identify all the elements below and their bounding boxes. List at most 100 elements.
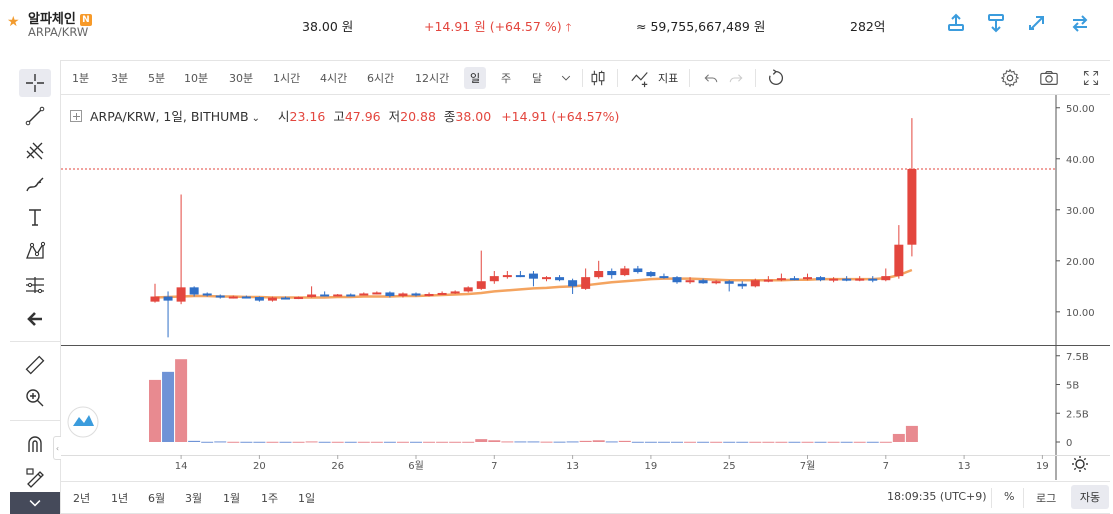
volume-bar [227,441,240,443]
range-1y[interactable]: 1년 [111,492,129,505]
text-tool-icon[interactable] [19,203,51,231]
timeframe-1m[interactable]: 1분 [72,72,90,85]
expand-toolbar-button[interactable] [10,492,60,514]
settings-gear-icon[interactable] [999,67,1021,89]
symbol-title[interactable]: ARPA/KRW, 1일, BITHUMB [90,109,249,124]
lock-drawing-icon[interactable] [19,463,51,491]
candlestick-type-icon[interactable] [587,67,609,89]
high-value: 47.96 [344,109,381,124]
candle-body [868,278,878,281]
brush-icon[interactable] [19,170,51,198]
redo-icon[interactable] [725,67,747,89]
candle [803,273,812,281]
timeframe-6h[interactable]: 6시간 [367,72,395,85]
range-2y[interactable]: 2년 [73,492,91,505]
candle-body [633,268,643,273]
range-6m[interactable]: 6월 [148,492,166,505]
indicator-icon[interactable] [629,67,651,89]
volume-bar [710,441,723,443]
volume-tick-label: 7.5B [1066,352,1089,363]
expand-legend-icon[interactable] [70,110,82,122]
swap-icon[interactable] [1069,12,1091,34]
volume-bar [370,441,383,443]
volume-bar [788,441,801,443]
axis-settings-core [1075,459,1085,469]
range-1w[interactable]: 1주 [261,492,279,505]
pattern-icon[interactable] [19,237,51,265]
chevron-down-icon[interactable]: ⌄ [251,113,261,124]
volume-bar [684,441,697,443]
candle [894,225,904,279]
candle-body [907,168,917,245]
axis-settings-ray [1073,467,1077,471]
candle [816,276,826,282]
favorite-star-icon[interactable]: ★ [7,14,20,30]
log-toggle[interactable]: 로그 [1036,492,1057,505]
auto-scale-toggle[interactable]: 자동 [1071,485,1109,509]
candle-body [607,271,617,276]
ruler-icon[interactable] [19,351,51,379]
reset-chart-icon[interactable] [765,67,787,89]
range-3m[interactable]: 3월 [185,492,203,505]
fullscreen-icon[interactable] [1080,67,1102,89]
axis-settings-ray [1083,457,1087,461]
coin-name: 알파체인 N [28,8,92,27]
measure-lines-icon[interactable] [19,271,51,299]
price-chart[interactable]: 50.00 40.00 30.00 20.00 10.00 7.5B 5B 2.5B 0 14 20… [61,95,1110,481]
timeframe-week[interactable]: 주 [501,72,512,85]
range-1m[interactable]: 1월 [223,492,241,505]
indicator-label[interactable]: 지표 [658,72,679,85]
candle [502,271,512,279]
timeframe-10m[interactable]: 10분 [184,72,209,85]
chevron-down-icon[interactable] [555,67,577,89]
timeframe-3m[interactable]: 3분 [111,72,129,85]
candle-body [333,294,343,297]
trade-volume: ≈ 59,755,667,489 원 [636,19,766,34]
volume-bar [801,441,814,443]
volume-bar [553,441,566,443]
candle [620,265,630,277]
transfer-icon[interactable] [1026,12,1048,34]
clock-time[interactable]: 18:09:35 (UTC+9) [887,490,987,503]
zoom-in-icon[interactable] [19,384,51,412]
range-1d[interactable]: 1일 [298,492,316,505]
crosshair-icon[interactable] [19,69,51,97]
candle-body [189,287,199,295]
candle [424,292,434,297]
volume-bar [605,441,618,443]
collapse-toolbar-handle[interactable]: ‹ [53,436,61,460]
timeframe-day[interactable]: 일 [464,67,487,89]
volume-bar [592,440,605,442]
legend-change: +14.91 (+64.57%) [501,109,620,124]
candle [294,296,304,300]
price-tick-label: 40.00 [1066,155,1095,166]
candle [385,291,395,298]
timeframe-1h[interactable]: 1시간 [273,72,301,85]
volume-bar [566,441,579,443]
camera-icon[interactable] [1038,67,1060,89]
range-bar: 2년 1년 6월 3월 1월 1주 1일 18:09:35 (UTC+9) % … [61,481,1110,514]
timeframe-12h[interactable]: 12시간 [415,72,450,85]
ticker-header: ★ 알파체인 N ARPA/KRW 38.00 원 +14.91 원 (+64.5… [0,0,1113,48]
arrow-left-icon[interactable] [19,305,51,333]
price-tick-label: 10.00 [1066,308,1095,319]
withdraw-icon[interactable] [985,12,1007,34]
magnet-icon[interactable] [19,430,51,458]
percent-toggle[interactable]: % [1004,490,1015,503]
toolbar-divider [617,69,618,87]
volume-tick-label: 5B [1066,381,1079,392]
candle [463,286,473,293]
undo-icon[interactable] [700,67,722,89]
timeframe-month[interactable]: 달 [532,72,543,85]
trend-line-icon[interactable] [19,102,51,130]
volume-bar [266,441,279,443]
volume-bar [814,441,827,443]
deposit-icon[interactable] [945,12,967,34]
timeframe-4h[interactable]: 4시간 [320,72,348,85]
logo-shape [73,415,94,426]
pitchfork-icon[interactable] [19,136,51,164]
volume-bar [775,441,788,443]
timeframe-5m[interactable]: 5분 [148,72,166,85]
volume-bar [423,441,436,443]
timeframe-30m[interactable]: 30분 [229,72,254,85]
